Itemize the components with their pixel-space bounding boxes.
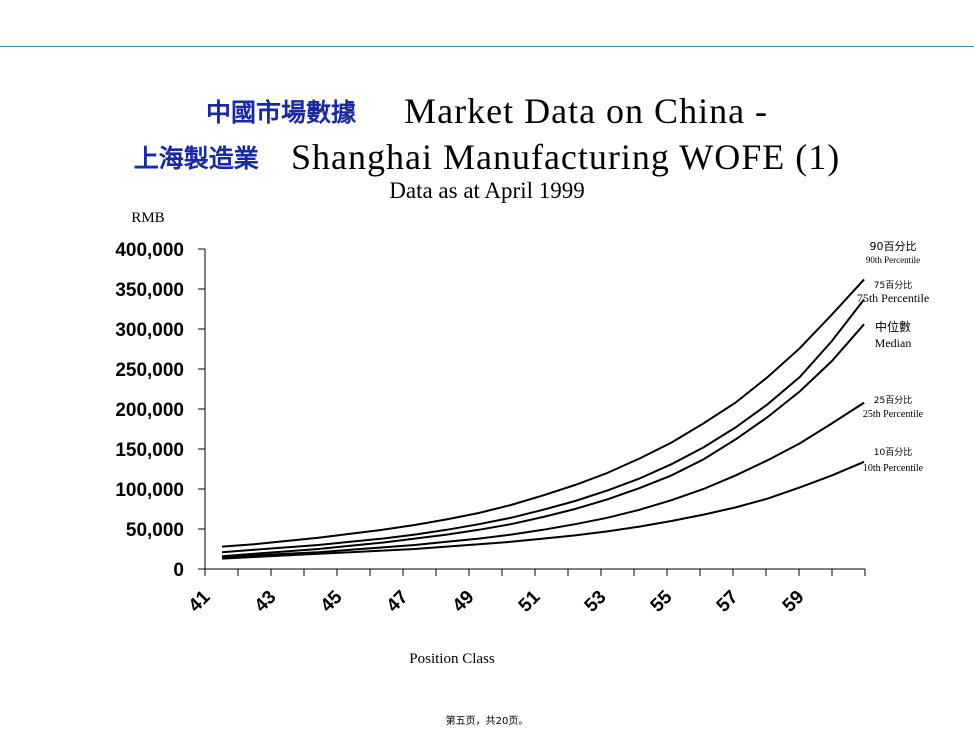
x-tick-label: 53 [581,587,611,617]
series-label-cn: 25百分比 [874,394,912,406]
x-tick-label: 45 [317,586,347,616]
top-divider [0,46,974,47]
x-axis-ticks: 41 43 45 47 49 51 53 55 57 59 [185,569,866,617]
y-tick-label: 250,000 [115,360,184,381]
y-tick-label: 150,000 [115,440,184,461]
y-tick-label: 100,000 [115,480,184,501]
chart-subtitle: Data as at April 1999 [389,178,585,203]
series-label-en: 90th Percentile [866,255,920,265]
series-line-5 [221,460,865,560]
y-tick-label: 350,000 [115,280,184,301]
x-tick-label: 43 [251,587,281,617]
y-axis-label: RMB [131,210,164,226]
series-line-3 [221,323,865,558]
y-tick-label: 400,000 [115,240,184,261]
series-label-en: Median [875,336,912,350]
line-chart: 0 50,000 100,000 150,000 200,000 250,000 300,0… [115,210,929,667]
series-label-en: 75th Percentile [857,291,929,305]
y-tick-label: 300,000 [115,320,184,341]
series-label-cn: 90百分比 [870,240,917,253]
series-lines [221,278,865,560]
title-en-2: Shanghai Manufacturing WOFE (1) [290,137,841,177]
x-axis-label: Position Class [409,651,495,667]
chart-axes [204,249,865,570]
x-tick-label: 57 [713,587,743,617]
x-tick-label: 41 [185,586,215,616]
series-label-cn: 75百分比 [874,279,912,291]
page-footer: 第五页，共20页。 [445,716,529,727]
title-cn-1: 中國市場數據 [205,98,356,127]
series-line-4 [221,401,865,558]
x-tick-label: 51 [515,586,545,616]
x-tick-label: 47 [383,587,413,617]
title-row-2: 上海製造業 Shanghai Manufacturing WOFE (1) [0,136,974,178]
x-tick-label: 59 [779,587,809,617]
y-tick-label: 0 [173,560,184,581]
y-tick-label: 200,000 [115,400,184,421]
series-label-en: 10th Percentile [863,463,924,474]
title-en-1: Market Data on China - [404,91,769,131]
series-label-cn: 中位數 [875,319,911,334]
title-cn-2: 上海製造業 [133,144,259,173]
series-line-2 [221,298,865,554]
x-tick-label: 49 [449,587,479,617]
title-row-1: 中國市場數據 Market Data on China - [0,90,974,132]
y-axis-ticks: 0 50,000 100,000 150,000 200,000 250,000 300,0… [115,240,205,581]
x-tick-label: 55 [647,586,677,616]
series-label-cn: 10百分比 [874,446,912,458]
y-tick-label: 50,000 [126,520,184,541]
series-label-en: 25th Percentile [863,409,924,420]
series-line-1 [221,278,865,548]
